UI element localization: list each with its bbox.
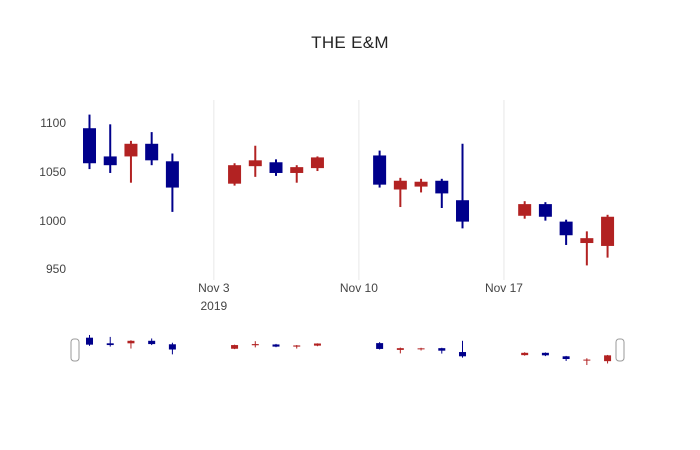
candle-body (248, 160, 262, 167)
y-tick-label: 1050 (39, 164, 66, 179)
mini-candle-body (231, 345, 239, 349)
x-tick-label: Nov 10 (339, 281, 378, 295)
range-slider-handle-left[interactable] (70, 338, 80, 362)
candle-body (228, 165, 242, 184)
mini-candle-body (459, 352, 467, 357)
mini-candle-body (127, 340, 135, 344)
mini-candle-body (396, 348, 404, 350)
mini-candle-body (417, 348, 425, 350)
mini-candle-body (521, 352, 529, 356)
mini-candle-body (376, 343, 384, 349)
mini-candle-body (562, 356, 570, 360)
mini-candle-body (272, 344, 280, 347)
candle-body (435, 180, 449, 194)
candle-body (83, 128, 97, 164)
candle-body (103, 156, 117, 166)
range-slider[interactable] (75, 331, 620, 369)
mini-candle-body (293, 345, 301, 347)
x-tick-sublabel: 2019 (200, 299, 228, 313)
chart-title: THE E&M (311, 33, 389, 52)
candle-body (269, 162, 283, 173)
candle-body (393, 180, 407, 190)
plot-area[interactable] (75, 100, 620, 280)
mini-candle-body (583, 359, 591, 361)
mini-candle-body (541, 352, 549, 356)
candle-body (290, 167, 304, 173)
y-tick-label: 1000 (39, 213, 66, 228)
candle-body (538, 204, 552, 217)
y-tick-label: 950 (45, 262, 66, 277)
candle-body (165, 161, 179, 188)
mini-candle-body (148, 340, 156, 345)
mini-candle-body (313, 343, 321, 346)
x-tick-label: Nov 3 (198, 281, 230, 295)
candle-body (145, 143, 159, 161)
mini-candle-body (86, 337, 94, 345)
candle-body (414, 181, 428, 187)
candle-body (580, 238, 594, 244)
candle-body (373, 155, 387, 185)
mini-candle-body (604, 355, 612, 362)
candle-body (456, 200, 470, 222)
candle-body (518, 204, 532, 216)
x-tick-label: Nov 17 (484, 281, 523, 295)
candle-body (559, 221, 573, 236)
mini-candle-body (168, 344, 176, 350)
candle-body (310, 157, 324, 169)
mini-candle-body (438, 348, 446, 351)
range-slider-handle-right[interactable] (615, 338, 625, 362)
candle-body (124, 143, 138, 157)
mini-candle-body (251, 344, 259, 346)
y-tick-label: 1100 (40, 116, 66, 131)
mini-candle-body (106, 343, 114, 346)
candle-body (601, 216, 615, 246)
